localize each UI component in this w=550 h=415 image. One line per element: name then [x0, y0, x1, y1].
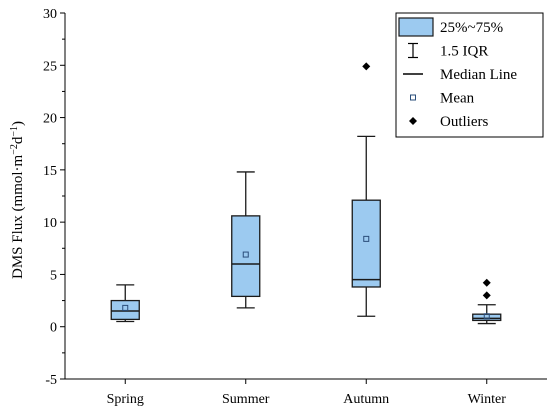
outlier-point: [362, 62, 371, 71]
legend-label: Mean: [440, 91, 475, 107]
legend-label: Outliers: [440, 114, 488, 130]
y-tick-label: 5: [50, 268, 57, 283]
box-iqr: [351, 199, 381, 288]
y-tick-label: 10: [43, 216, 57, 231]
y-tick-label: -5: [45, 373, 57, 388]
box-group-winter: [472, 278, 502, 325]
outlier-point: [482, 291, 491, 300]
y-tick-label: 0: [50, 321, 57, 336]
legend-label: Median Line: [440, 67, 517, 83]
box-iqr: [472, 313, 502, 322]
y-axis-label: DMS Flux (mmol·m−2d−1): [9, 121, 27, 279]
legend-item-box: 25%~75%: [398, 17, 503, 37]
legend-outlier-swatch: [409, 117, 417, 125]
box-iqr: [231, 215, 261, 298]
mean-marker: [483, 313, 490, 320]
legend-item-iqr: 1.5 IQR: [408, 42, 488, 60]
legend: 25%~75% 1.5 IQR Median Line Mean Outliers: [395, 12, 544, 138]
box-group-summer: [231, 171, 261, 309]
legend-item-outlier: Outliers: [409, 114, 488, 130]
mean-marker: [363, 235, 370, 242]
legend-item-mean: Mean: [410, 91, 475, 107]
outlier-point: [482, 278, 491, 287]
y-tick-label: 30: [43, 7, 57, 22]
x-tick-label: Autumn: [343, 392, 389, 407]
x-tick-label: Winter: [468, 392, 507, 407]
box-group-autumn: [351, 62, 381, 317]
x-tick-label: Summer: [222, 392, 270, 407]
axes: -5 0 5 10 15 20 25 30 Spring Summer Autumn Winter: [43, 7, 547, 407]
legend-mean-swatch: [410, 94, 416, 101]
x-tick-label: Spring: [107, 392, 144, 407]
legend-box-swatch: [398, 17, 434, 37]
mean-marker: [122, 304, 129, 311]
y-tick-label: 25: [43, 59, 57, 74]
y-tick-label: 20: [43, 112, 57, 127]
y-tick-label: 15: [43, 164, 57, 179]
plot-area: [110, 62, 502, 325]
legend-item-median: Median Line: [403, 67, 517, 83]
legend-label: 25%~75%: [440, 20, 503, 36]
box-group-spring: [110, 284, 140, 323]
legend-label: 1.5 IQR: [440, 44, 488, 60]
mean-marker: [242, 251, 249, 258]
